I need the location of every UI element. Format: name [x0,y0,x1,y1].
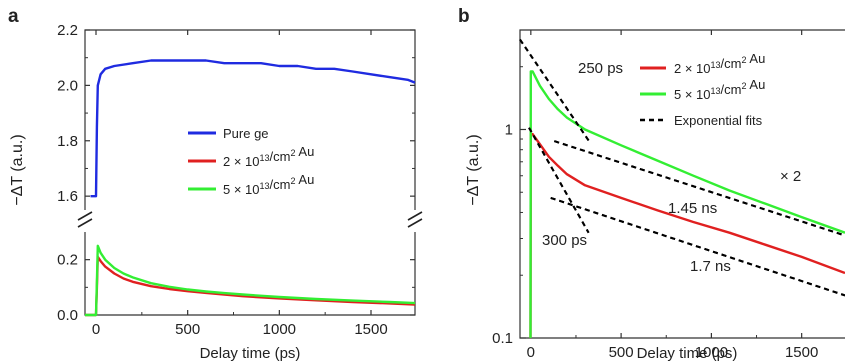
panel-a-x-tick-label: 1000 [263,321,296,338]
panel-b-legend: 2 × 1013/cm2 Au5 × 1013/cm2 Au Exponentia… [640,51,765,128]
panel-a-upper-y-tick-label: 2.0 [57,77,78,94]
panel-a-x-tick-label: 0 [92,321,100,338]
panel-a-axis-break-mark [78,219,92,227]
panel-a-axis-break-mark [78,212,92,220]
panel-a-lower-y-tick-label: 0.0 [57,307,78,324]
panel-b-legend-label: Exponential fits [674,113,763,128]
panel-b-plot: 0.1 1 0 500 1000 1500 [492,30,845,361]
panel-b-y-axis-label: −ΔT (a.u.) [465,134,482,205]
panel-a-axis-break-mark [408,212,422,220]
panel-a-axis-break-mark [408,219,422,227]
panel-a-y-axis-label: −ΔT (a.u.) [9,134,26,205]
panel-b-annotation: × 2 [780,168,801,185]
panel-a-legend-label: Pure ge [223,126,269,141]
panel-b-legend-label: 5 × 1013/cm2 Au [674,77,765,102]
panel-b-label: b [458,6,470,27]
panel-a-upper-y-tick-label: 2.2 [57,22,78,39]
panel-a-axis-break-marks [78,212,422,227]
panel-a-lower-y-tick-label: 0.2 [57,252,78,269]
panel-a-series-line-1 [85,257,415,315]
panel-b-annotation: 300 ps [542,232,587,249]
panel-b: b −ΔT (a.u.) Delay time (ps) 0.110 500 100… [458,6,845,362]
panel-a-lower-plot: 0.0 0.2 0 500 1000 1500 [57,232,415,338]
panel-a: a −ΔT (a.u.) Delay time (ps) 1.6 1.8 2.0 2.… [8,6,422,362]
panel-b-y-tick-label: 0.1 [492,330,513,347]
panel-a-legend-label: 5 × 1013/cm2 Au [223,172,314,197]
panel-a-upper-y-tick-label: 1.6 [57,188,78,205]
panel-b-x-tick-label: 1500 [785,344,818,361]
panel-a-legend: Pure ge 2 × 1013/cm2 Au 5 × 1013/cm2 Au [188,126,314,197]
panel-a-upper-y-tick-label: 1.8 [57,133,78,150]
panel-b-x-tick-label: 1000 [695,344,728,361]
panel-a-x-axis-label: Delay time (ps) [200,345,301,362]
panel-b-annotation: 1.7 ns [690,258,731,275]
panel-b-fit-overlay-1 [554,141,845,235]
panel-a-label: a [8,6,19,27]
panel-a-x-tick-label: 1500 [354,321,387,338]
panel-b-y-tick-label: 1 [505,121,513,138]
panel-a-legend-label: 2 × 1013/cm2 Au [223,144,314,169]
panel-b-fit-overlay-2 [529,128,589,233]
panel-a-series-line-2 [85,246,415,315]
panel-b-annotation: 250 ps [578,60,623,77]
panel-b-legend-label: 2 × 1013/cm2 Au [674,51,765,76]
panel-b-annotation: 1.45 ns [668,200,717,217]
panel-a-x-tick-label: 500 [175,321,200,338]
panel-b-x-tick-label: 0 [527,344,535,361]
panel-b-x-tick-label: 500 [609,344,634,361]
